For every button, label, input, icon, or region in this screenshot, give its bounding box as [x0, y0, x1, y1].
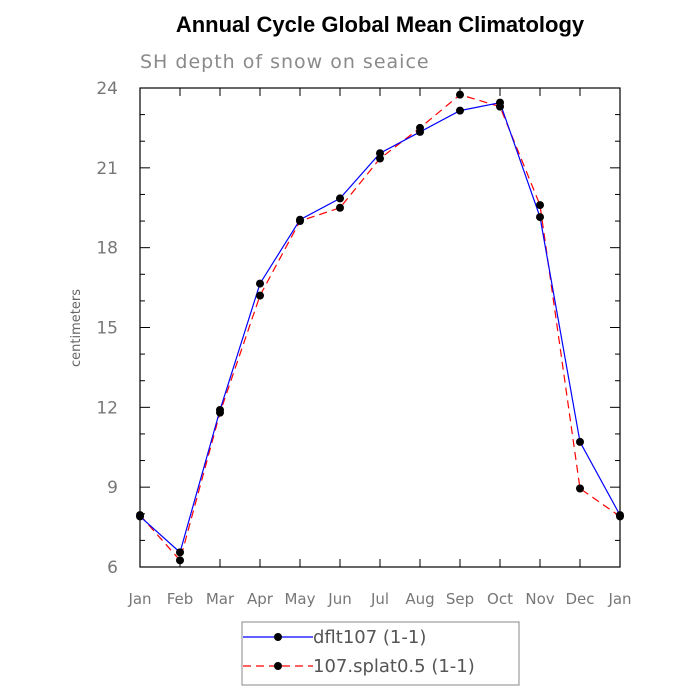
- series-2-point: [256, 291, 264, 300]
- legend-frame: [241, 621, 520, 686]
- x-tick-label: Jun: [327, 590, 351, 608]
- legend-label-2: 107.splat0.5 (1-1): [313, 656, 475, 677]
- y-tick-label: 9: [107, 478, 118, 498]
- series-1-point: [216, 405, 224, 414]
- x-tick-label: Oct: [487, 590, 513, 608]
- series-1-point: [376, 149, 384, 158]
- x-tick-label: Jul: [370, 590, 389, 608]
- series-layer: [136, 90, 624, 565]
- series-1-point: [496, 98, 504, 107]
- y-tick-label: 6: [107, 558, 118, 578]
- x-tick-label: Mar: [206, 590, 235, 608]
- series-1-point: [176, 548, 184, 557]
- series-1-point: [536, 213, 544, 222]
- x-tick-label: Feb: [167, 590, 194, 608]
- legend-swatch-marker-1: [274, 633, 282, 641]
- series-1-point: [296, 215, 304, 224]
- series-1-point: [256, 279, 264, 288]
- series-1-point: [456, 106, 464, 115]
- series-1-point: [336, 194, 344, 203]
- chart-title: Annual Cycle Global Mean Climatology: [176, 12, 585, 37]
- y-axis-label: centimeters: [69, 289, 84, 367]
- series-1-point: [416, 127, 424, 136]
- y-tick-label: 15: [96, 319, 118, 339]
- series-line-1: [139, 101, 621, 554]
- series-2-point: [536, 201, 544, 210]
- x-tick-label: Dec: [565, 590, 594, 608]
- chart-subtitle: SH depth of snow on seaice: [140, 51, 430, 73]
- x-tick-label: Jan: [127, 590, 151, 608]
- legend-swatch-marker-2: [274, 662, 282, 670]
- y-tick-label: 24: [96, 79, 118, 99]
- series-1-point: [576, 437, 584, 446]
- legend-label-1: dflt107 (1-1): [313, 627, 426, 648]
- series-2-point: [576, 484, 584, 493]
- x-tick-label: May: [284, 590, 315, 608]
- x-tick-label: Sep: [446, 590, 474, 608]
- legend: dflt107 (1-1) 107.splat0.5 (1-1): [241, 621, 520, 686]
- y-tick-label: 12: [96, 398, 118, 418]
- x-tick-label: Apr: [247, 590, 274, 608]
- series-2-point: [336, 203, 344, 212]
- series-1-point: [616, 511, 624, 520]
- y-ticks: 6 9 12 15 18 21 24: [96, 79, 620, 578]
- series-2-point: [176, 556, 184, 565]
- x-ticks: Jan Feb Mar Apr May Jun Jul Aug Sep Oct Nov Dec Jan: [127, 88, 632, 608]
- series-2-point: [456, 90, 464, 99]
- x-tick-label: Aug: [405, 590, 434, 608]
- x-tick-label: Jan: [607, 590, 631, 608]
- series-1-point: [136, 512, 144, 521]
- series-line-2: [139, 93, 621, 562]
- y-tick-label: 18: [96, 239, 118, 259]
- x-tick-label: Nov: [525, 590, 554, 608]
- y-tick-label: 21: [96, 159, 118, 179]
